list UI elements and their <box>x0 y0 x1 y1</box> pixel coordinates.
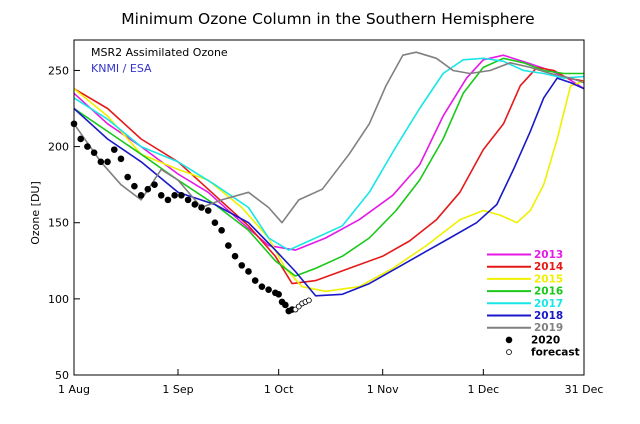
series-2020-point <box>164 196 172 204</box>
series-2019-line <box>73 51 585 224</box>
y-axis-label: Ozone [DU] <box>29 181 42 245</box>
series-2020-point <box>258 283 266 290</box>
series-2020-point <box>117 155 125 163</box>
legend-marker-2020 <box>505 336 513 344</box>
y-tick-label: 150 <box>48 217 69 230</box>
series-2020-point <box>171 192 178 199</box>
series-2020-point <box>282 301 289 309</box>
series-2020-point <box>131 182 138 190</box>
series-2020-point <box>231 252 239 260</box>
series-2020-point <box>90 149 98 156</box>
series-2016-line <box>73 57 584 277</box>
series-2020-point <box>211 219 219 227</box>
series-2020-point <box>191 201 199 208</box>
series-2020-point <box>265 286 272 294</box>
legend-marker-forecast <box>506 349 512 356</box>
axis-ticks-layer: 1 Aug 1 Sep 1 Oct 1 Nov 1 Dec 31 Dec 50 100 150 2… <box>48 64 603 396</box>
series-2020-point <box>198 204 205 211</box>
series-2020-point <box>275 290 282 298</box>
series-2020-point <box>151 181 158 188</box>
y-tick-label: 100 <box>48 293 69 306</box>
x-tick-label: 1 Nov <box>367 383 399 396</box>
x-tick-label: 1 Aug <box>58 383 90 396</box>
series-2017-line <box>73 57 585 251</box>
series-2020-point <box>157 192 165 199</box>
legend-label-2013: 2013 <box>534 249 563 261</box>
series-2020-point <box>110 146 118 153</box>
annotation-model: MSR2 Assimilated Ozone <box>91 46 228 59</box>
series-2020-point <box>238 262 246 269</box>
y-tick-label: 50 <box>55 369 69 382</box>
chart-title: Minimum Ozone Column in the Southern Hem… <box>121 10 534 28</box>
legend-label-2017: 2017 <box>534 298 563 310</box>
series-2020-point <box>104 158 111 166</box>
annotation-source: KNMI / ESA <box>91 62 152 75</box>
series-2020-point <box>218 227 225 234</box>
x-tick-label: 1 Sep <box>162 383 193 396</box>
legend-label-2014: 2014 <box>534 261 563 273</box>
series-2020-point <box>144 185 152 193</box>
series-2015-line <box>73 80 585 293</box>
x-tick-label: 31 Dec <box>565 383 604 396</box>
series-2020-point <box>251 277 259 284</box>
legend-label-2019: 2019 <box>534 322 563 334</box>
series-2020-point <box>137 192 145 199</box>
series-2020-point <box>204 207 212 214</box>
y-tick-label: 200 <box>48 141 69 154</box>
series-2020-point <box>245 268 252 275</box>
series-2014-line <box>73 66 585 285</box>
series-2020-point <box>97 158 105 166</box>
legend-label-forecast: forecast <box>531 347 580 359</box>
legend-label-2015: 2015 <box>534 273 563 285</box>
x-tick-label: 1 Oct <box>264 383 294 396</box>
series-forecast-point <box>305 297 312 304</box>
series-2020-point <box>184 196 192 204</box>
series-2013-line <box>73 54 585 251</box>
series-2018-line <box>73 77 585 297</box>
series-2020-point <box>124 173 131 181</box>
plot-frame <box>73 39 585 376</box>
series-2020-point <box>84 143 91 150</box>
series-2020-point <box>77 135 85 143</box>
legend-label-2018: 2018 <box>534 310 563 322</box>
series-2020-point <box>178 192 185 199</box>
x-tick-label: 1 Dec <box>467 383 499 396</box>
legend-label-2016: 2016 <box>534 286 563 298</box>
series-2020-point <box>225 242 232 249</box>
series-layer <box>70 51 585 315</box>
y-tick-label: 250 <box>48 64 69 77</box>
legend-label-2020: 2020 <box>531 334 560 346</box>
